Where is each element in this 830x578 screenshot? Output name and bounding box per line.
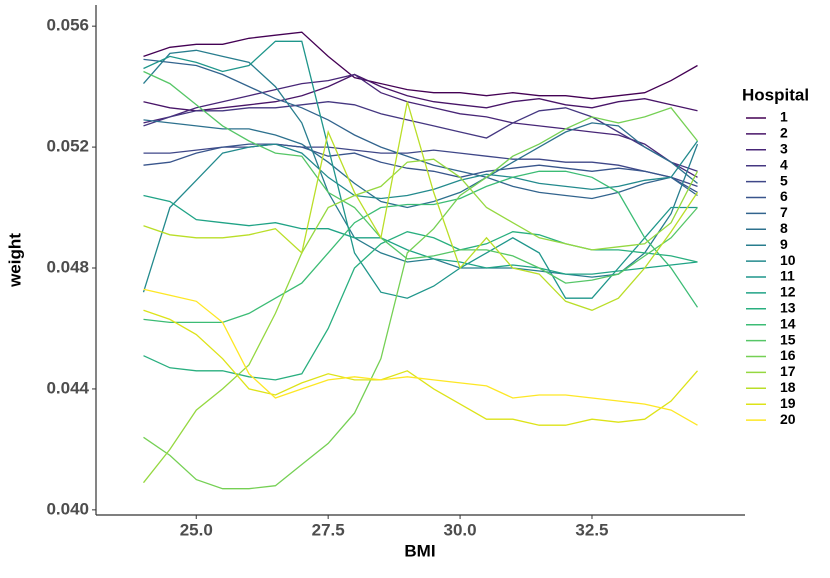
legend-label: 7 [780, 204, 788, 220]
series-line [143, 70, 698, 284]
series-line [143, 143, 698, 188]
series-line [143, 288, 698, 426]
legend-label: 16 [780, 347, 796, 363]
series-line [143, 119, 698, 209]
legend-label: 13 [780, 300, 796, 316]
legend-label: 2 [780, 125, 788, 141]
legend-label: 14 [780, 315, 796, 331]
y-tick-label: 0.052 [46, 137, 89, 156]
legend-label: 1 [780, 109, 788, 125]
y-tick-label: 0.044 [46, 378, 89, 397]
legend-label: 19 [780, 395, 796, 411]
series-line [143, 40, 698, 299]
legend-label: 18 [780, 379, 796, 395]
legend-title: Hospital [742, 85, 809, 104]
series-line [142, 158, 699, 484]
x-tick-label: 30.0 [444, 520, 477, 539]
y-tick-label: 0.056 [46, 16, 89, 35]
legend-label: 15 [780, 331, 796, 347]
y-tick-label: 0.040 [46, 499, 89, 518]
legend-label: 4 [780, 156, 788, 172]
x-tick-label: 32.5 [575, 520, 608, 539]
legend-label: 6 [780, 188, 788, 204]
series-line [142, 140, 699, 293]
x-axis-label: BMI [404, 541, 435, 560]
x-tick-label: 27.5 [312, 520, 345, 539]
y-tick-label: 0.048 [46, 257, 89, 276]
y-axis-label: weight [5, 233, 24, 288]
legend-label: 8 [780, 220, 788, 236]
legend-label: 20 [780, 411, 796, 427]
x-tick-label: 25.0 [180, 520, 213, 539]
legend-label: 9 [780, 236, 788, 252]
series-line [143, 194, 698, 275]
series-line [143, 143, 698, 193]
legend-label: 5 [780, 172, 788, 188]
legend-label: 12 [780, 284, 796, 300]
legend-label: 3 [780, 141, 788, 157]
series-line [143, 73, 698, 178]
legend-label: 10 [780, 252, 796, 268]
series-line [143, 101, 699, 311]
series-line [143, 309, 698, 426]
series-line [143, 31, 698, 100]
series-line [143, 107, 699, 490]
legend-label: 11 [780, 268, 795, 284]
series-line [143, 170, 699, 324]
legend-label: 17 [780, 363, 796, 379]
series-line [143, 73, 698, 112]
series-line [143, 49, 699, 278]
